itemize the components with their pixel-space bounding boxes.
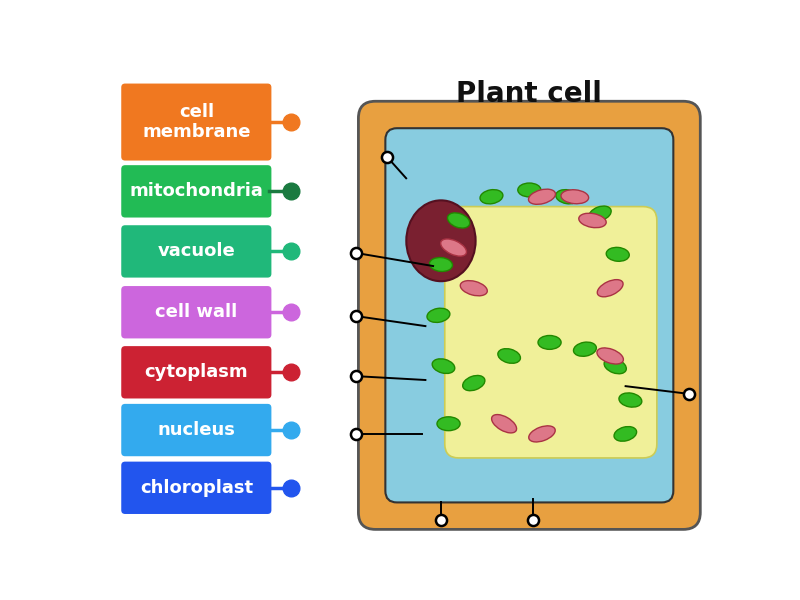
FancyBboxPatch shape <box>122 83 271 161</box>
Ellipse shape <box>406 200 476 281</box>
Ellipse shape <box>578 213 606 227</box>
Ellipse shape <box>441 239 466 256</box>
Ellipse shape <box>529 189 555 205</box>
Ellipse shape <box>619 393 642 407</box>
FancyBboxPatch shape <box>122 346 271 398</box>
FancyBboxPatch shape <box>122 165 271 218</box>
Text: Plant cell: Plant cell <box>457 80 602 107</box>
FancyBboxPatch shape <box>122 225 271 278</box>
Ellipse shape <box>518 183 541 197</box>
FancyBboxPatch shape <box>358 101 700 529</box>
Text: cell
membrane: cell membrane <box>142 103 250 142</box>
Ellipse shape <box>574 342 596 356</box>
Ellipse shape <box>437 417 460 431</box>
Ellipse shape <box>498 349 521 364</box>
Ellipse shape <box>447 213 470 228</box>
FancyBboxPatch shape <box>122 404 271 456</box>
Text: cell wall: cell wall <box>155 303 238 321</box>
Ellipse shape <box>606 247 630 262</box>
FancyBboxPatch shape <box>122 286 271 338</box>
FancyBboxPatch shape <box>386 128 674 502</box>
Ellipse shape <box>432 359 454 373</box>
Ellipse shape <box>556 190 578 204</box>
Text: vacuole: vacuole <box>158 242 235 260</box>
Ellipse shape <box>614 427 637 441</box>
Text: mitochondria: mitochondria <box>130 182 263 200</box>
Ellipse shape <box>604 359 626 374</box>
Ellipse shape <box>480 190 503 204</box>
Text: chloroplast: chloroplast <box>140 479 253 497</box>
Ellipse shape <box>597 348 623 364</box>
Ellipse shape <box>430 257 453 271</box>
Ellipse shape <box>462 376 485 391</box>
Ellipse shape <box>589 206 611 221</box>
FancyBboxPatch shape <box>445 206 657 458</box>
Ellipse shape <box>598 280 623 297</box>
FancyBboxPatch shape <box>122 461 271 514</box>
Ellipse shape <box>427 308 450 322</box>
Ellipse shape <box>561 190 589 204</box>
Ellipse shape <box>529 426 555 442</box>
Text: nucleus: nucleus <box>158 421 235 439</box>
Text: cytoplasm: cytoplasm <box>145 363 248 382</box>
Ellipse shape <box>460 281 487 296</box>
Ellipse shape <box>538 335 561 349</box>
Ellipse shape <box>492 415 517 433</box>
